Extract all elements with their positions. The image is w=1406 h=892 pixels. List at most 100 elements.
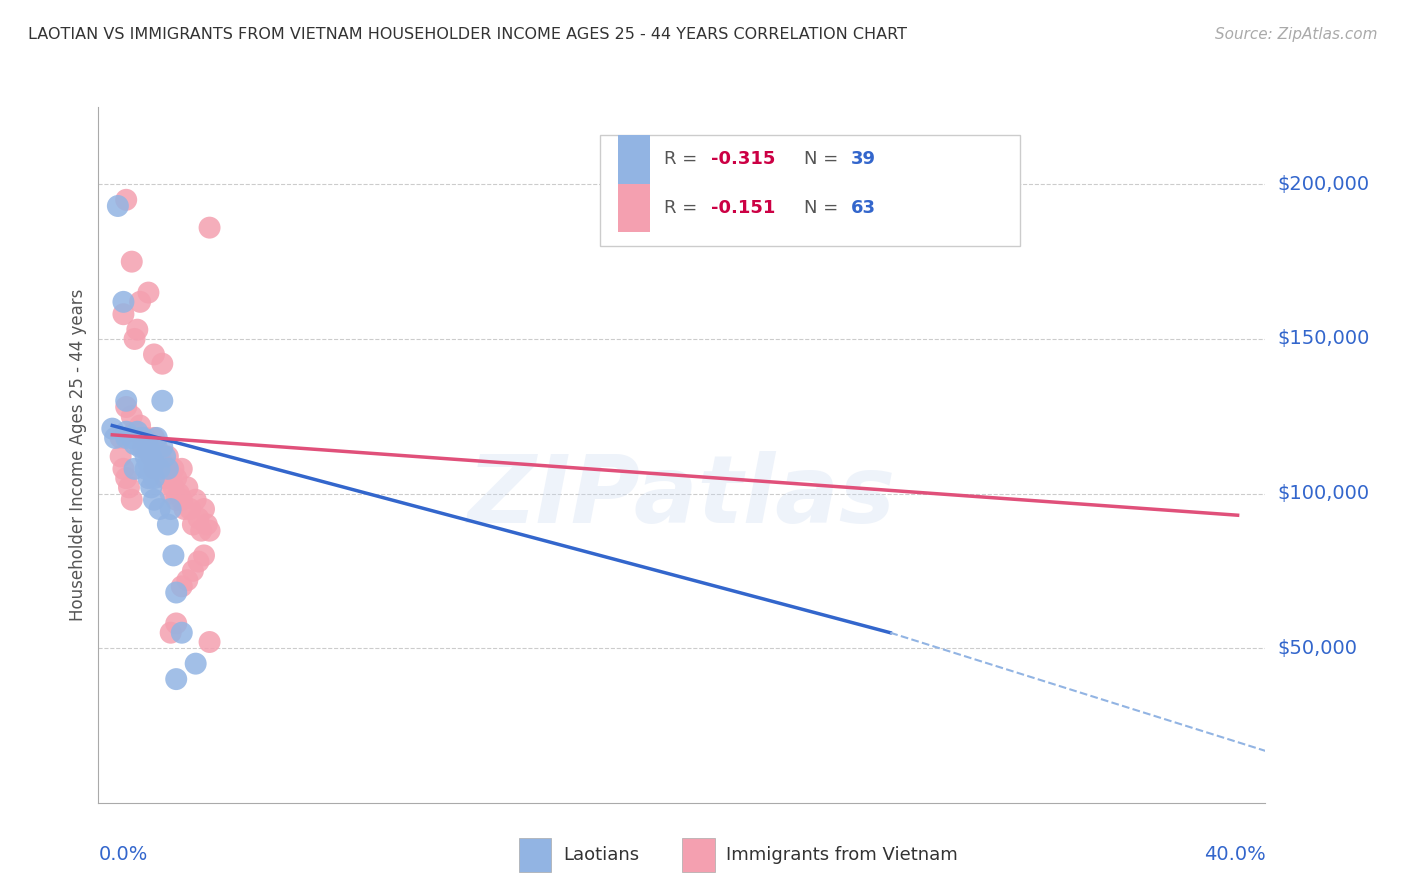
FancyBboxPatch shape — [617, 135, 651, 184]
Point — [124, 462, 146, 476]
Point — [129, 431, 152, 445]
Point — [156, 450, 179, 464]
Point — [187, 511, 209, 525]
Point — [112, 462, 135, 476]
Point — [135, 462, 157, 476]
Point — [143, 450, 166, 464]
Point — [159, 471, 181, 485]
Text: $200,000: $200,000 — [1277, 175, 1369, 194]
Point — [118, 480, 141, 494]
Point — [135, 450, 157, 464]
Point — [181, 517, 204, 532]
Text: Laotians: Laotians — [562, 846, 638, 864]
Point — [162, 549, 184, 563]
Point — [170, 579, 193, 593]
Point — [124, 332, 146, 346]
Point — [193, 502, 215, 516]
Text: Source: ZipAtlas.com: Source: ZipAtlas.com — [1215, 27, 1378, 42]
Text: Immigrants from Vietnam: Immigrants from Vietnam — [727, 846, 957, 864]
Text: $50,000: $50,000 — [1277, 639, 1357, 657]
Point — [159, 486, 181, 500]
Point — [198, 524, 221, 538]
Point — [165, 672, 187, 686]
Point — [148, 462, 170, 476]
Point — [170, 625, 193, 640]
Point — [153, 450, 176, 464]
Text: N =: N = — [804, 199, 845, 217]
Point — [138, 471, 160, 485]
Point — [150, 440, 173, 454]
Point — [176, 480, 198, 494]
Point — [143, 456, 166, 470]
Point — [143, 492, 166, 507]
Point — [127, 323, 149, 337]
Text: 40.0%: 40.0% — [1204, 845, 1265, 863]
Point — [141, 480, 163, 494]
Point — [121, 431, 143, 445]
Point — [162, 480, 184, 494]
Text: 63: 63 — [851, 199, 876, 217]
Point — [124, 437, 146, 451]
Point — [159, 625, 181, 640]
Point — [127, 425, 149, 439]
Point — [143, 471, 166, 485]
Point — [132, 431, 155, 445]
Point — [138, 285, 160, 300]
Y-axis label: Householder Income Ages 25 - 44 years: Householder Income Ages 25 - 44 years — [69, 289, 87, 621]
Point — [165, 492, 187, 507]
Point — [148, 502, 170, 516]
Point — [143, 431, 166, 445]
Text: 0.0%: 0.0% — [98, 845, 148, 863]
Point — [138, 456, 160, 470]
Point — [159, 502, 181, 516]
Point — [198, 220, 221, 235]
Point — [115, 425, 138, 439]
Point — [115, 471, 138, 485]
Point — [170, 462, 193, 476]
Point — [184, 492, 207, 507]
Point — [132, 431, 155, 445]
Point — [132, 440, 155, 454]
Point — [141, 450, 163, 464]
Text: R =: R = — [665, 199, 703, 217]
Point — [112, 307, 135, 321]
Point — [112, 294, 135, 309]
Point — [176, 573, 198, 587]
Point — [156, 517, 179, 532]
Point — [107, 199, 129, 213]
Point — [121, 254, 143, 268]
Point — [150, 393, 173, 408]
Point — [143, 347, 166, 361]
Text: -0.151: -0.151 — [711, 199, 776, 217]
Point — [179, 502, 201, 516]
Point — [156, 462, 179, 476]
Point — [121, 492, 143, 507]
Point — [129, 440, 152, 454]
FancyBboxPatch shape — [682, 838, 714, 872]
Point — [165, 616, 187, 631]
Point — [104, 431, 127, 445]
Point — [141, 462, 163, 476]
Point — [165, 471, 187, 485]
Point — [148, 450, 170, 464]
Point — [101, 422, 124, 436]
Point — [181, 564, 204, 578]
Text: N =: N = — [804, 150, 845, 169]
Point — [148, 462, 170, 476]
Point — [129, 294, 152, 309]
Text: $100,000: $100,000 — [1277, 484, 1369, 503]
Point — [141, 450, 163, 464]
Point — [146, 431, 169, 445]
Point — [110, 431, 132, 445]
Point — [138, 440, 160, 454]
Point — [195, 517, 218, 532]
Text: ZIPatlas: ZIPatlas — [468, 450, 896, 542]
Point — [138, 440, 160, 454]
Text: -0.315: -0.315 — [711, 150, 776, 169]
Point — [124, 425, 146, 439]
Point — [110, 450, 132, 464]
Point — [146, 440, 169, 454]
Point — [150, 357, 173, 371]
Point — [153, 462, 176, 476]
Point — [129, 418, 152, 433]
